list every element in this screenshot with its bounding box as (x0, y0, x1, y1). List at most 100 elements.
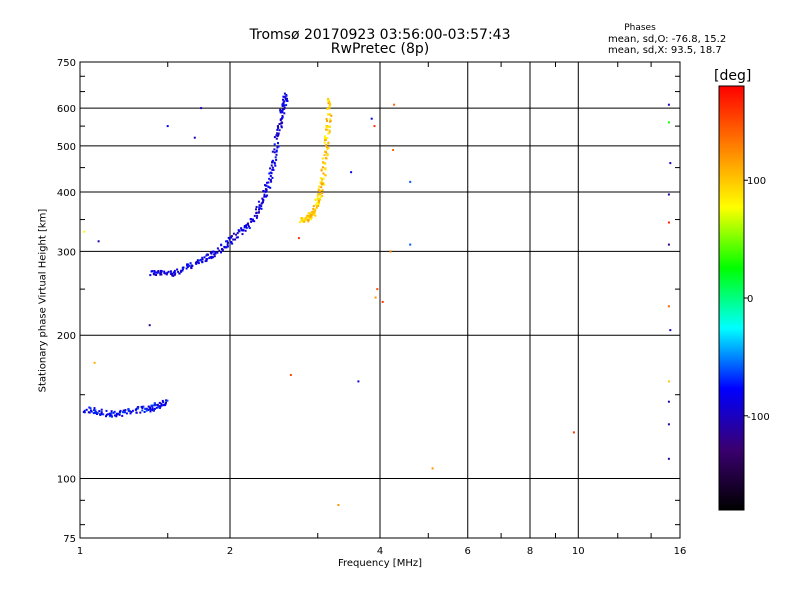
echo-point-E (149, 408, 152, 411)
echo-point-X (330, 114, 333, 117)
echo-point-O (199, 258, 202, 261)
scatter-point (376, 288, 379, 291)
echo-point-O (276, 146, 279, 149)
echo-point-E (141, 407, 144, 409)
echo-point-O (269, 167, 272, 170)
echo-point-E (96, 413, 98, 415)
echo-point-X (318, 190, 321, 192)
echo-point-X (321, 178, 324, 181)
echo-point-O (280, 125, 283, 128)
scatter-point (393, 103, 396, 106)
echo-point-E (166, 399, 169, 402)
echo-point-O (198, 259, 201, 262)
echo-point-O (284, 97, 287, 100)
echo-point-O (283, 104, 285, 107)
echo-point-O (281, 115, 284, 117)
echo-point-E (144, 407, 147, 410)
scatter-point (350, 171, 353, 174)
echo-point-O (273, 136, 276, 139)
echo-point-X (301, 217, 304, 220)
echo-point-O (174, 272, 177, 275)
echo-point-O (283, 107, 286, 110)
echo-point-E (164, 404, 167, 407)
echo-point-E (130, 411, 133, 413)
scatter-point (409, 243, 412, 246)
echo-point-X (327, 146, 330, 149)
y-tick-label: 600 (57, 104, 76, 115)
echo-point-O (265, 195, 268, 198)
echo-point-E (150, 404, 153, 407)
echo-point-X (301, 220, 304, 223)
echo-point-O (176, 268, 179, 271)
echo-point-O (275, 150, 278, 153)
echo-point-X (320, 169, 323, 172)
echo-point-E (125, 412, 128, 415)
echo-point-X (310, 213, 313, 216)
echo-point-O (271, 150, 274, 153)
echo-point-E (129, 412, 132, 415)
echo-point-X (325, 144, 328, 147)
echo-point-E (82, 411, 85, 413)
echo-point-O (170, 272, 173, 275)
echo-point-O (273, 161, 276, 164)
echo-point-O (228, 238, 231, 241)
echo-point-O (196, 260, 199, 263)
echo-point-E (90, 409, 92, 412)
echo-point-X (318, 199, 320, 202)
echo-point-E (151, 407, 154, 410)
echo-point-E (100, 408, 103, 411)
echo-point-E (123, 411, 126, 414)
echo-point-E (118, 413, 121, 416)
echo-point-O (281, 103, 284, 106)
echo-point-O (245, 225, 247, 228)
scatter-point (374, 296, 377, 299)
echo-point-E (85, 408, 88, 411)
echo-point-O (278, 129, 281, 132)
echo-point-O (255, 216, 258, 219)
echo-point-O (280, 122, 283, 125)
scatter-point (193, 136, 196, 139)
echo-point-E (115, 412, 118, 415)
echo-point-O (153, 271, 156, 274)
echo-point-O (273, 148, 276, 151)
echo-point-O (283, 112, 286, 115)
echo-point-X (325, 157, 328, 160)
echo-point-X (312, 205, 315, 208)
echo-point-O (220, 243, 223, 246)
echo-point-O (280, 109, 283, 112)
colorbar-tick-label: 100 (747, 176, 766, 187)
echo-point-X (327, 141, 330, 144)
echo-point-O (203, 256, 206, 259)
x-tick-label: 4 (377, 546, 383, 557)
echo-point-X (312, 207, 315, 210)
echo-point-O (243, 225, 246, 227)
echo-point-E (127, 408, 130, 411)
echo-point-X (326, 126, 329, 129)
echo-point-O (190, 267, 193, 270)
colorbar-tick-label: 0 (747, 294, 753, 305)
echo-point-X (318, 193, 321, 196)
echo-point-E (105, 409, 108, 412)
echo-point-E (113, 414, 116, 417)
echo-point-O (216, 247, 219, 250)
echo-point-E (149, 406, 152, 409)
scatter-point (166, 125, 169, 128)
echo-point-X (322, 177, 325, 180)
y-tick-label: 100 (57, 475, 76, 486)
echo-point-O (256, 214, 259, 217)
echo-point-E (92, 412, 95, 415)
scatter-point (389, 250, 392, 253)
echo-point-E (109, 414, 112, 416)
echo-point-X (329, 103, 332, 106)
scatter-point (669, 329, 672, 332)
echo-point-O (166, 271, 169, 274)
echo-point-X (307, 219, 310, 222)
legend-x-stats: mean, sd,X: 93.5, 18.7 (608, 45, 722, 56)
scatter-point (667, 121, 670, 124)
echo-point-X (319, 193, 322, 196)
echo-point-X (325, 125, 328, 127)
echo-point-O (241, 233, 244, 236)
echo-point-X (313, 213, 316, 216)
echo-point-X (328, 100, 330, 103)
echo-point-E (131, 409, 134, 412)
